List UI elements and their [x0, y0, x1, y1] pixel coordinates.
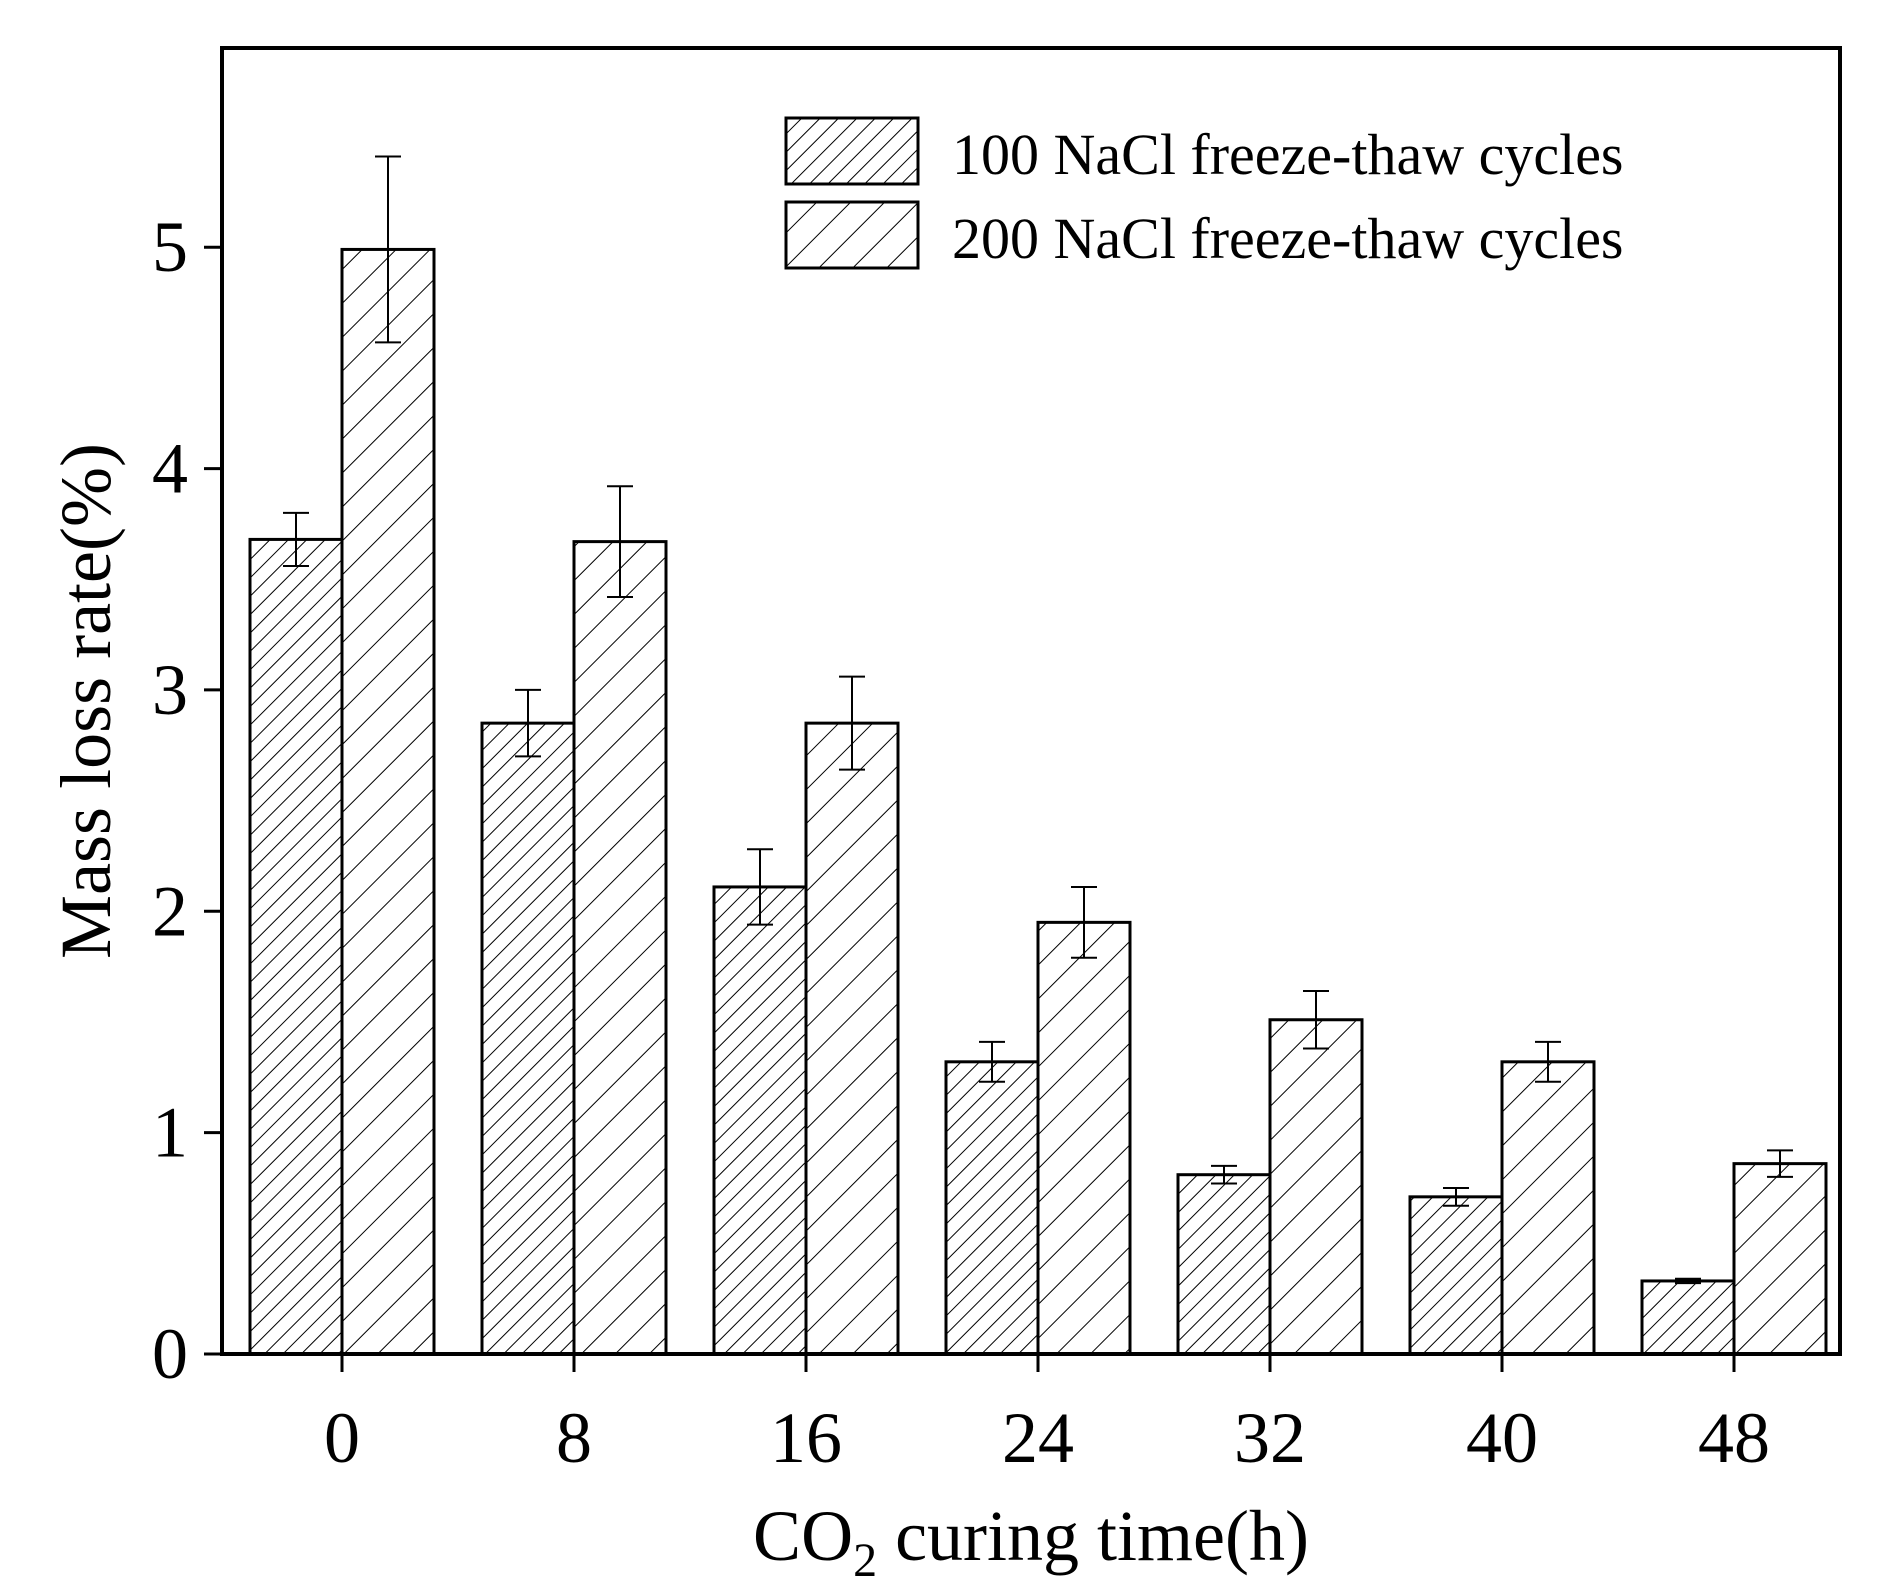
- bar-series-2-8: [572, 540, 668, 1356]
- error-bar-series-1-48: [1675, 1277, 1701, 1285]
- bar-series-1-24: [944, 1060, 1040, 1356]
- y-tick-label-4: 4: [152, 429, 188, 509]
- bar-series-1-8: [480, 721, 576, 1356]
- legend-swatch-series-2: [784, 200, 920, 270]
- legend: 100 NaCl freeze-thaw cycles 200 NaCl fre…: [784, 116, 1624, 271]
- bar-series-1-48: [1640, 1279, 1736, 1356]
- bar-series-1-16: [712, 885, 808, 1356]
- bar-series-2-48: [1732, 1162, 1828, 1356]
- error-bar-series-2-16: [839, 675, 865, 771]
- y-axis: 0 1 2 3 4 5: [152, 207, 222, 1394]
- bar-series-2-16: [804, 721, 900, 1356]
- error-bar-series-1-16: [747, 848, 773, 926]
- legend-label-series-2: 200 NaCl freeze-thaw cycles: [952, 206, 1624, 271]
- error-bar-series-1-8: [515, 688, 541, 758]
- bar-series-2-0: [340, 247, 436, 1356]
- y-axis-title: Mass loss rate(%): [46, 443, 126, 959]
- x-tick-label-8: 8: [556, 1398, 592, 1478]
- y-tick-label-1: 1: [152, 1093, 188, 1173]
- error-bar-series-2-8: [607, 485, 633, 598]
- bar-series-1-40: [1408, 1195, 1504, 1356]
- plot-frame: [220, 46, 1842, 1356]
- y-tick-label-3: 3: [152, 650, 188, 730]
- error-bar-series-2-32: [1303, 989, 1329, 1050]
- bar-series-1-0: [248, 537, 344, 1356]
- bar-series-2-24: [1036, 920, 1132, 1356]
- x-axis-title: CO2 curing time(h): [753, 1496, 1309, 1587]
- error-bars-layer: [283, 155, 1793, 1285]
- x-axis: 0 8 16 24 32 40 48: [324, 1354, 1770, 1478]
- legend-swatch-series-1: [784, 116, 920, 186]
- x-tick-label-0: 0: [324, 1398, 360, 1478]
- y-tick-label-5: 5: [152, 207, 188, 287]
- bar-series-2-32: [1268, 1018, 1364, 1356]
- x-axis-title-subscript: 2: [853, 1534, 877, 1587]
- error-bar-series-1-0: [283, 511, 309, 567]
- bar-series-1-32: [1176, 1173, 1272, 1356]
- x-axis-title-rest: curing time(h): [877, 1496, 1309, 1576]
- error-bar-series-2-0: [375, 155, 401, 344]
- error-bar-series-1-32: [1211, 1164, 1237, 1185]
- x-tick-label-24: 24: [1002, 1398, 1074, 1478]
- bar-series-2-40: [1500, 1060, 1596, 1356]
- error-bar-series-2-24: [1071, 885, 1097, 959]
- bars-layer: [248, 247, 1828, 1356]
- error-bar-series-2-48: [1767, 1149, 1793, 1178]
- error-bar-series-1-24: [979, 1040, 1005, 1083]
- x-tick-label-40: 40: [1466, 1398, 1538, 1478]
- x-tick-label-48: 48: [1698, 1398, 1770, 1478]
- y-tick-label-0: 0: [152, 1314, 188, 1394]
- x-tick-label-32: 32: [1234, 1398, 1306, 1478]
- y-tick-label-2: 2: [152, 871, 188, 951]
- x-axis-title-main: CO: [753, 1496, 853, 1576]
- error-bar-series-1-40: [1443, 1186, 1469, 1207]
- legend-label-series-1: 100 NaCl freeze-thaw cycles: [952, 122, 1624, 187]
- error-bar-series-2-40: [1535, 1040, 1561, 1083]
- x-tick-label-16: 16: [770, 1398, 842, 1478]
